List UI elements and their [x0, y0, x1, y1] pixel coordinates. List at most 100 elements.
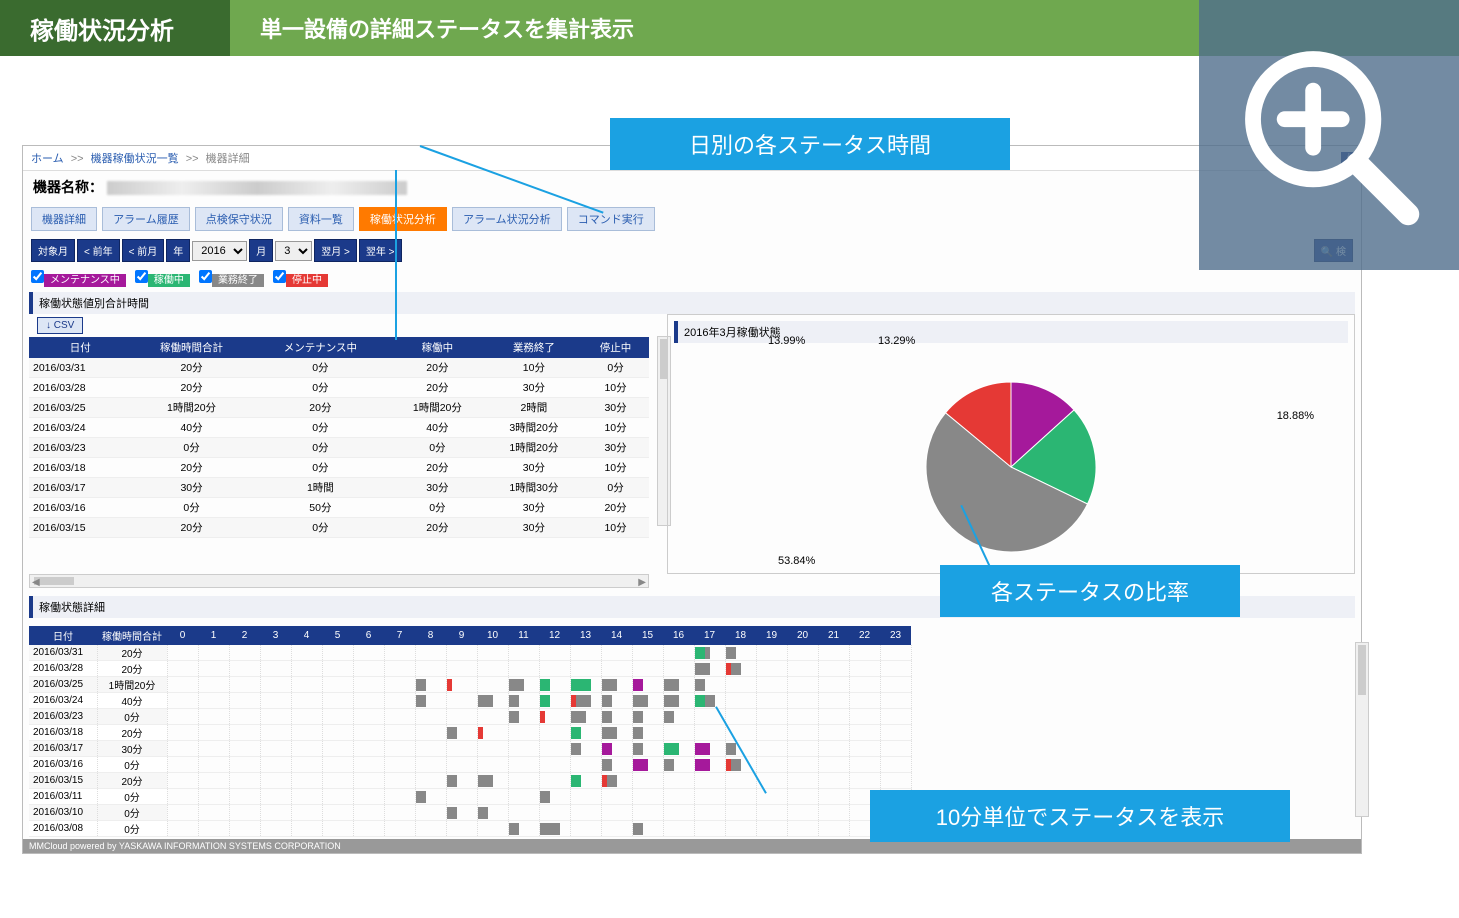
gantt-header-date: 日付	[29, 626, 97, 645]
gantt-header-hour: 8	[415, 626, 446, 645]
chk-stopped[interactable]: 停止中	[273, 274, 328, 286]
gantt-row: 2016/03/1730分	[29, 741, 911, 757]
next-month-button[interactable]: 翌月 >	[314, 239, 357, 262]
gantt-header-hour: 11	[508, 626, 539, 645]
gantt-header-hour: 6	[353, 626, 384, 645]
summary-section-header: 稼働状態値別合計時間	[29, 292, 1355, 314]
table-row: 2016/03/1520分0分20分30分10分	[29, 518, 649, 538]
table-hscrollbar[interactable]: ◀▶	[29, 574, 649, 588]
target-month-label: 対象月	[31, 239, 75, 262]
pie-label-maint: 13.99%	[768, 335, 805, 347]
machine-name-row: 機器名称：	[23, 171, 1361, 203]
gantt-vscrollbar[interactable]	[1355, 642, 1369, 817]
table-header: 停止中	[582, 337, 649, 358]
gantt-row: 2016/03/080分	[29, 821, 911, 837]
gantt-header-hour: 0	[167, 626, 198, 645]
gantt-header-hour: 1	[198, 626, 229, 645]
gantt-row: 2016/03/110分	[29, 789, 911, 805]
table-header: メンテナンス中	[252, 337, 390, 358]
gantt-header-hour: 3	[260, 626, 291, 645]
gantt-header-hour: 15	[632, 626, 663, 645]
chk-done[interactable]: 業務終了	[199, 274, 264, 286]
gantt-header-hour: 23	[880, 626, 911, 645]
chk-running[interactable]: 稼働中	[135, 274, 190, 286]
table-header: 稼働時間合計	[131, 337, 251, 358]
gantt-row: 2016/03/2440分	[29, 693, 911, 709]
machine-name-label: 機器名称：	[33, 179, 103, 195]
tab-alarm-analysis[interactable]: アラーム状況分析	[452, 207, 562, 231]
table-header: 業務終了	[486, 337, 582, 358]
csv-export-button[interactable]: ↓ CSV	[37, 317, 83, 334]
gantt-table: 日付稼働時間合計01234567891011121314151617181920…	[29, 626, 912, 837]
tab-status-analysis[interactable]: 稼働状況分析	[359, 207, 447, 231]
table-row: 2016/03/2440分0分40分3時間20分10分	[29, 418, 649, 438]
gantt-header-hour: 17	[694, 626, 725, 645]
tab-row: 機器詳細 アラーム履歴 点検保守状況 資料一覧 稼働状況分析 アラーム状況分析 …	[23, 203, 1361, 235]
gantt-header-hour: 20	[787, 626, 818, 645]
banner-left: 稼働状況分析	[0, 0, 230, 56]
table-row: 2016/03/3120分0分20分10分0分	[29, 358, 649, 378]
year-label: 年	[166, 239, 190, 262]
gantt-header-hour: 18	[725, 626, 756, 645]
tab-detail[interactable]: 機器詳細	[31, 207, 97, 231]
table-header: 稼働中	[389, 337, 485, 358]
zoom-overlay	[1199, 0, 1459, 270]
breadcrumb-current: 機器詳細	[206, 153, 250, 165]
gantt-header-hour: 14	[601, 626, 632, 645]
summary-table: 日付稼働時間合計メンテナンス中稼働中業務終了停止中2016/03/3120分0分…	[29, 337, 649, 542]
gantt-row: 2016/03/100分	[29, 805, 911, 821]
tab-assets[interactable]: 資料一覧	[288, 207, 354, 231]
gantt-header-hour: 19	[756, 626, 787, 645]
prev-year-button[interactable]: < 前年	[77, 239, 120, 262]
callout-line	[395, 170, 397, 340]
gantt-header-hour: 16	[663, 626, 694, 645]
month-select[interactable]: 3	[275, 241, 312, 261]
summary-table-wrap: ↓ CSV 日付稼働時間合計メンテナンス中稼働中業務終了停止中2016/03/3…	[29, 314, 659, 574]
gantt-header-hour: 10	[477, 626, 508, 645]
gantt-row: 2016/03/251時間20分	[29, 677, 911, 693]
breadcrumb-list[interactable]: 機器稼働状況一覧	[91, 153, 179, 165]
gantt-row: 2016/03/3120分	[29, 645, 911, 661]
gantt-header-sum: 稼働時間合計	[97, 626, 167, 645]
gantt-header-hour: 2	[229, 626, 260, 645]
gantt-row: 2016/03/230分	[29, 709, 911, 725]
gantt-header-hour: 9	[446, 626, 477, 645]
pie-chart-wrap: 2016年3月稼働状態 13.99% 13.29% 18.88% 53.84%	[667, 314, 1355, 574]
table-row: 2016/03/251時間20分20分1時間20分2時間30分	[29, 398, 649, 418]
callout-daily-status: 日別の各ステータス時間	[610, 118, 1010, 170]
table-row: 2016/03/2820分0分20分30分10分	[29, 378, 649, 398]
table-row: 2016/03/1820分0分20分30分10分	[29, 458, 649, 478]
pie-chart	[846, 347, 1176, 567]
tab-command[interactable]: コマンド実行	[567, 207, 655, 231]
callout-ratio: 各ステータスの比率	[940, 565, 1240, 617]
gantt-header-hour: 5	[322, 626, 353, 645]
date-nav: 対象月 < 前年 < 前月 年 2016 月 3 翌月 > 翌年 > 🔍 検	[23, 235, 1361, 266]
gantt-header-hour: 22	[849, 626, 880, 645]
table-row: 2016/03/1730分1時間30分1時間30分0分	[29, 478, 649, 498]
pie-label-stop: 13.29%	[878, 335, 915, 347]
chk-maintenance[interactable]: メンテナンス中	[31, 274, 126, 286]
gantt-row: 2016/03/1820分	[29, 725, 911, 741]
table-header: 日付	[29, 337, 131, 358]
tab-inspection[interactable]: 点検保守状況	[195, 207, 283, 231]
gantt-header-hour: 13	[570, 626, 601, 645]
month-label: 月	[249, 239, 273, 262]
pie-label-done: 53.84%	[778, 555, 815, 567]
gantt-header-hour: 21	[818, 626, 849, 645]
callout-ten-min: 10分単位でステータスを表示	[870, 790, 1290, 842]
pie-label-run: 18.88%	[1277, 410, 1314, 422]
year-select[interactable]: 2016	[192, 241, 247, 261]
table-row: 2016/03/110分0分0分20分0分	[29, 538, 649, 543]
prev-month-button[interactable]: < 前月	[122, 239, 165, 262]
gantt-header-hour: 12	[539, 626, 570, 645]
table-row: 2016/03/230分0分0分1時間20分30分	[29, 438, 649, 458]
app-screenshot: i ホーム >> 機器稼働状況一覧 >> 機器詳細 機器名称： 機器詳細 アラー…	[22, 145, 1362, 854]
table-row: 2016/03/160分50分0分30分20分	[29, 498, 649, 518]
gantt-row: 2016/03/160分	[29, 757, 911, 773]
machine-name-blurred	[107, 181, 407, 195]
gantt-header-hour: 4	[291, 626, 322, 645]
gantt-header-hour: 7	[384, 626, 415, 645]
gantt-row: 2016/03/1520分	[29, 773, 911, 789]
tab-alarm-history[interactable]: アラーム履歴	[102, 207, 190, 231]
breadcrumb-home[interactable]: ホーム	[31, 153, 64, 165]
